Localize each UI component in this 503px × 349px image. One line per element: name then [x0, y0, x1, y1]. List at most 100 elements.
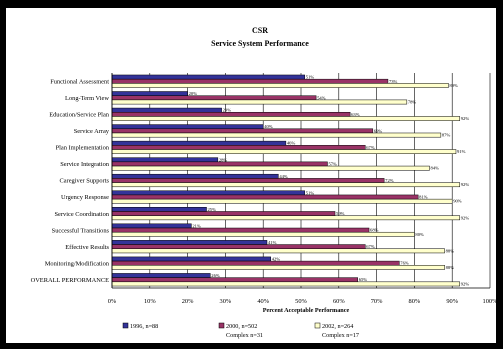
bar	[111, 281, 461, 287]
data-label: 78%	[408, 100, 417, 105]
bar	[111, 91, 188, 96]
legend-label: 2002, n=264	[322, 323, 353, 330]
data-label: 41%	[268, 240, 277, 245]
bar	[111, 111, 351, 117]
bar	[111, 157, 219, 163]
legend-swatch	[122, 322, 129, 329]
bar	[111, 140, 287, 146]
legend-label-line2: Complex n=31	[226, 332, 263, 339]
x-tick-label: 20%	[182, 298, 194, 305]
data-label: 46%	[287, 141, 296, 146]
bar	[111, 256, 272, 262]
bar	[111, 173, 279, 179]
chart-subtitle: Service System Performance	[211, 39, 309, 48]
chart-frame: CSR Service System Performance 0% 10% 20% 3…	[6, 8, 496, 343]
data-label: 92%	[461, 281, 470, 286]
x-tick-label: 80%	[409, 298, 421, 305]
bar	[111, 244, 366, 250]
bar	[111, 161, 328, 167]
x-tick-label: 60%	[333, 298, 345, 305]
data-label: 73%	[389, 79, 398, 84]
data-label: 72%	[385, 178, 394, 183]
x-tick-label: 50%	[295, 298, 307, 305]
data-label: 44%	[279, 174, 288, 179]
bar	[111, 128, 374, 134]
x-tick-label: 100%	[483, 298, 496, 305]
category-label: Caregiver Supports	[59, 178, 109, 185]
bar	[111, 182, 461, 188]
x-tick-label: 10%	[144, 298, 156, 305]
category-label: Long-Term View	[65, 95, 109, 102]
legend-swatch	[314, 322, 321, 329]
data-label: 25%	[208, 207, 217, 212]
data-label: 29%	[223, 108, 232, 113]
category-label: Service Array	[74, 128, 110, 135]
data-label: 90%	[453, 199, 462, 204]
bar	[111, 78, 389, 84]
data-label: 67%	[366, 244, 375, 249]
data-label: 59%	[336, 211, 345, 216]
x-tick-label: 0%	[108, 298, 117, 305]
legend-swatch	[218, 322, 225, 329]
category-label: Education/Service Plan	[49, 112, 110, 119]
bar	[111, 198, 453, 204]
bar	[111, 145, 366, 150]
bar	[111, 227, 370, 233]
data-label: 63%	[351, 112, 360, 117]
x-tick-label: 40%	[257, 298, 269, 305]
data-label: 68%	[370, 228, 379, 233]
data-label: 51%	[306, 190, 315, 195]
bar	[111, 178, 385, 183]
data-label: 54%	[317, 95, 326, 100]
data-label: 26%	[211, 273, 220, 278]
data-label: 20%	[189, 91, 198, 96]
data-label: 21%	[192, 223, 201, 228]
bar	[111, 165, 430, 171]
data-label: 92%	[461, 116, 470, 121]
category-label: Service Coordination	[55, 211, 110, 218]
plot-area: 0% 10% 20% 30% 40% 50% 60% 70% 80% 90% 100% Functio…	[31, 73, 496, 305]
bar	[111, 265, 445, 270]
bar	[111, 277, 358, 283]
x-tick-label: 30%	[220, 298, 232, 305]
bar	[111, 248, 445, 254]
data-label: 69%	[374, 128, 383, 133]
data-label: 65%	[359, 277, 368, 282]
bar	[111, 83, 449, 88]
bar	[111, 231, 415, 237]
bar	[111, 149, 457, 154]
data-label: 92%	[461, 215, 470, 220]
x-axis-label: Percent Acceptable Performance	[263, 307, 350, 314]
bar	[111, 107, 222, 113]
legend: 1996, n=88 2000, n=502 Complex n=31 2002, n…	[122, 322, 359, 339]
category-label: OVERALL PERFORMANCE	[31, 277, 110, 284]
bar	[111, 190, 306, 196]
bar	[111, 260, 400, 266]
data-label: 81%	[419, 195, 428, 200]
bar	[111, 211, 336, 216]
data-label: 91%	[457, 149, 466, 154]
data-label: 42%	[272, 256, 281, 261]
data-label: 57%	[328, 161, 337, 166]
category-label: Monitoring/Modification	[45, 260, 110, 267]
x-tick-label: 90%	[446, 298, 458, 305]
category-label: Successful Transitions	[52, 227, 110, 234]
data-label: 88%	[446, 248, 455, 253]
legend-label: 2000, n=502	[226, 323, 257, 330]
data-label: 80%	[415, 232, 424, 237]
bar	[111, 99, 408, 105]
legend-label: 1996, n=88	[130, 323, 158, 330]
data-label: 51%	[306, 75, 315, 80]
legend-label-line2: Complex n=17	[322, 332, 359, 339]
bar	[111, 132, 442, 138]
data-label: 87%	[442, 133, 451, 138]
bar	[111, 223, 192, 229]
bar	[111, 116, 461, 121]
bar	[111, 240, 268, 245]
data-label: 40%	[264, 124, 273, 129]
x-tick-label: 70%	[371, 298, 383, 305]
category-label: Functional Assessment	[50, 78, 109, 85]
chart-svg: CSR Service System Performance 0% 10% 20% 3…	[31, 26, 496, 339]
category-label: Urgency Response	[61, 194, 109, 201]
bar	[111, 95, 317, 101]
